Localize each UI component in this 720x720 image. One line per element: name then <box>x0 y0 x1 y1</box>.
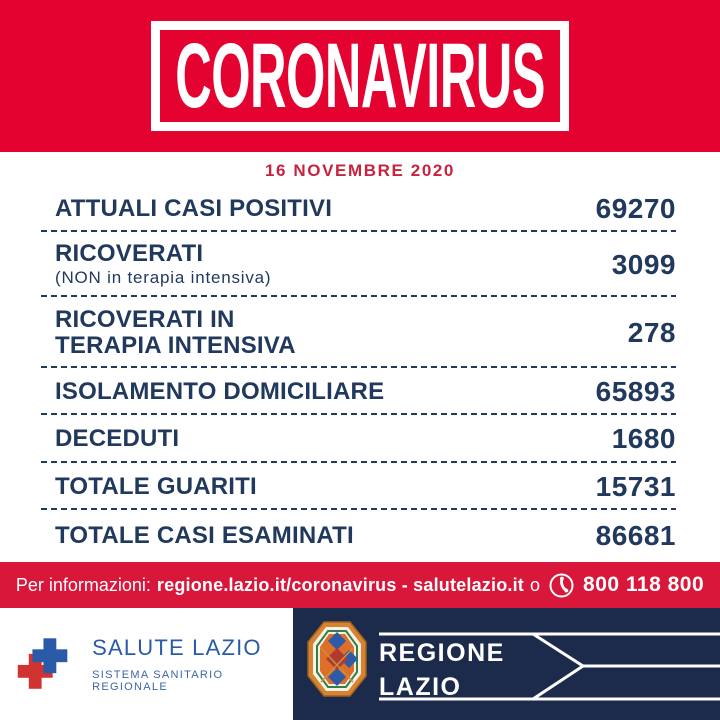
table-row-deceduti: DECEDUTI 1680 <box>41 415 676 463</box>
report-date: 16 NOVEMBRE 2020 <box>264 161 455 180</box>
salute-lazio-panel: SALUTE LAZIO SISTEMA SANITARIO REGIONALE <box>0 608 293 720</box>
stat-value: 1680 <box>611 423 676 454</box>
info-conjunction: o <box>530 574 541 595</box>
double-cross-icon <box>17 638 68 689</box>
table-row-totale-guariti: TOTALE GUARITI 15731 <box>41 463 676 510</box>
salute-lazio-subtitle: SISTEMA SANITARIO REGIONALE <box>92 669 224 693</box>
stat-value: 278 <box>627 316 676 348</box>
table-row-ricoverati: RICOVERATI (NON in terapia intensiva) 30… <box>41 232 676 297</box>
stat-label: TOTALE CASI ESAMINATI <box>55 522 354 550</box>
stat-label: DECEDUTI <box>55 425 180 453</box>
header-banner: CORONAVIRUS <box>0 0 720 152</box>
stat-label: TOTALE GUARITI <box>55 472 257 500</box>
salute-lazio-name: SALUTE LAZIO <box>92 635 262 660</box>
regione-lazio-panel: REGIONE LAZIO <box>293 608 720 720</box>
regione-lazio-line2: LAZIO <box>379 673 462 701</box>
stats-table: ATTUALI CASI POSITIVI 69270 RICOVERATI (… <box>41 186 676 562</box>
regione-lazio-line1: REGIONE <box>379 639 505 667</box>
info-bar: Per informazioni: regione.lazio.it/coron… <box>0 562 720 608</box>
stat-value: 65893 <box>595 375 676 407</box>
table-row-totale-casi-esaminati: TOTALE CASI ESAMINATI 86681 <box>48 510 676 562</box>
stat-value: 69270 <box>595 193 676 224</box>
stat-value: 3099 <box>611 248 676 280</box>
lazio-coat-of-arms-icon <box>307 621 367 697</box>
table-row-terapia-intensiva: RICOVERATI IN TERAPIA INTENSIVA 278 <box>41 297 676 368</box>
table-row-attuali-casi-positivi: ATTUALI CASI POSITIVI 69270 <box>41 186 676 232</box>
phone-number: 800 118 800 <box>583 573 705 596</box>
stat-label: RICOVERATI (NON in terapia intensiva) <box>55 239 272 288</box>
info-prefix: Per informazioni: <box>15 574 151 595</box>
stat-value: 86681 <box>595 520 676 551</box>
phone-circle-icon <box>549 573 574 597</box>
date-bar: 16 NOVEMBRE 2020 <box>0 152 720 186</box>
title-box: CORONAVIRUS <box>151 21 569 131</box>
table-row-isolamento-domiciliare: ISOLAMENTO DOMICILIARE 65893 <box>41 368 676 415</box>
bottom-logo-strip: SALUTE LAZIO SISTEMA SANITARIO REGIONALE… <box>0 608 720 720</box>
info-links: regione.lazio.it/coronavirus - salutelaz… <box>156 574 524 595</box>
stat-label: ISOLAMENTO DOMICILIARE <box>55 377 385 405</box>
regione-lazio-logo: REGIONE LAZIO <box>379 632 720 701</box>
stat-label: RICOVERATI IN TERAPIA INTENSIVA <box>55 306 296 359</box>
stat-value: 15731 <box>595 470 676 502</box>
salute-lazio-wordmark: SALUTE LAZIO SISTEMA SANITARIO REGIONALE <box>92 635 293 693</box>
page-title: CORONAVIRUS <box>175 25 545 127</box>
stat-label: ATTUALI CASI POSITIVI <box>55 195 333 223</box>
